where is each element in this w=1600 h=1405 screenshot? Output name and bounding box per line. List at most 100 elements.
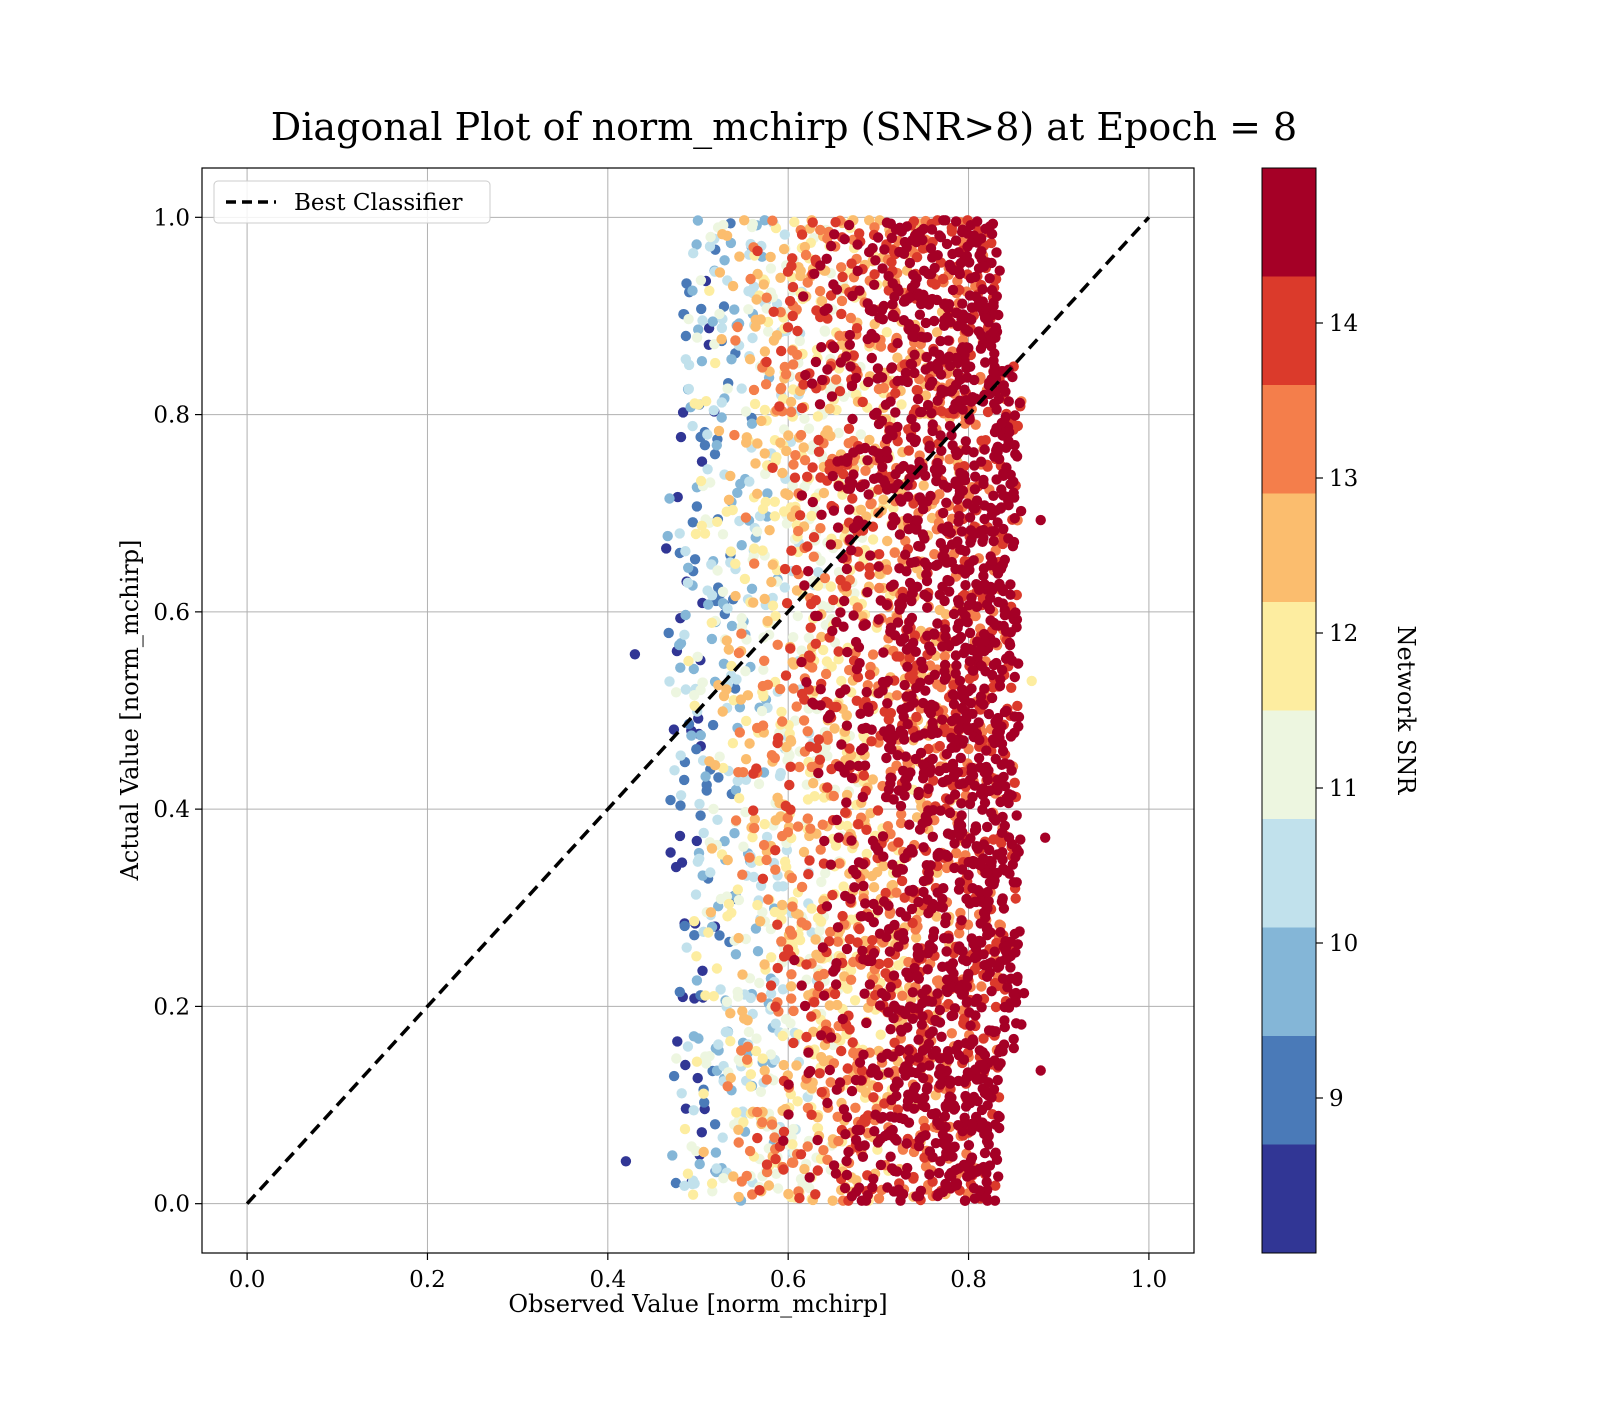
scatter-point <box>770 1018 781 1029</box>
scatter-point <box>739 215 750 226</box>
scatter-point <box>881 433 893 445</box>
scatter-point <box>998 470 1009 481</box>
scatter-point <box>858 1049 869 1060</box>
scatter-point <box>1013 658 1024 669</box>
scatter-point <box>961 955 972 967</box>
scatter-point <box>830 374 842 385</box>
scatter-point <box>953 1120 964 1131</box>
scatter-point <box>688 248 699 259</box>
scatter-point <box>853 819 864 830</box>
scatter-point <box>996 827 1008 838</box>
scatter-point <box>841 720 853 731</box>
scatter-point <box>969 484 981 495</box>
scatter-point <box>859 1140 870 1151</box>
scatter-point <box>935 430 946 441</box>
scatter-point <box>717 586 729 597</box>
scatter-point <box>777 716 788 727</box>
scatter-point <box>956 526 968 537</box>
scatter-point <box>769 496 780 507</box>
scatter-point <box>792 325 803 337</box>
scatter-point <box>854 285 865 296</box>
scatter-point <box>950 235 962 246</box>
scatter-point <box>818 990 830 1001</box>
scatter-point <box>757 1053 768 1064</box>
scatter-point <box>730 949 742 960</box>
scatter-point <box>1015 505 1027 517</box>
scatter-point <box>952 622 963 634</box>
scatter-point <box>918 842 929 853</box>
scatter-point <box>984 604 996 615</box>
scatter-point <box>795 1149 807 1160</box>
scatter-point <box>839 1182 851 1194</box>
scatter-point <box>957 298 968 309</box>
scatter-point <box>896 809 907 820</box>
scatter-point <box>675 431 687 443</box>
scatter-point <box>833 832 844 843</box>
scatter-point <box>733 932 744 944</box>
scatter-point <box>935 805 946 816</box>
scatter-point <box>1040 832 1051 843</box>
scatter-point <box>706 1178 718 1189</box>
scatter-point <box>697 677 708 688</box>
scatter-point <box>904 1054 916 1065</box>
scatter-point <box>943 1096 954 1108</box>
scatter-point <box>882 1048 893 1060</box>
scatter-point <box>922 399 934 411</box>
scatter-point <box>765 980 777 991</box>
scatter-point <box>881 446 892 457</box>
y-tick-label: 0.4 <box>153 797 190 823</box>
scatter-point <box>911 1191 922 1202</box>
scatter-point <box>894 1045 905 1057</box>
scatter-point <box>704 241 716 252</box>
scatter-point <box>798 715 810 726</box>
scatter-point <box>688 663 699 675</box>
scatter-point <box>902 771 914 783</box>
scatter-point <box>818 1056 829 1067</box>
scatter-point <box>919 728 930 739</box>
scatter-point <box>761 1074 772 1085</box>
scatter-point <box>903 1045 914 1056</box>
scatter-point <box>680 1103 692 1114</box>
scatter-point <box>781 445 792 457</box>
scatter-point <box>1005 589 1016 600</box>
scatter-point <box>814 754 826 765</box>
scatter-point <box>868 948 880 959</box>
scatter-point <box>711 963 723 974</box>
scatter-point <box>782 812 793 824</box>
scatter-point <box>808 551 819 562</box>
scatter-point <box>979 444 990 455</box>
scatter-point <box>845 361 856 372</box>
scatter-point <box>852 239 863 250</box>
scatter-point <box>867 935 878 946</box>
scatter-point <box>722 383 733 394</box>
scatter-point <box>859 479 870 490</box>
scatter-point <box>973 752 985 764</box>
scatter-point <box>915 406 926 418</box>
scatter-point <box>825 539 837 550</box>
scatter-point <box>805 622 816 633</box>
scatter-point <box>786 1157 798 1168</box>
scatter-point <box>948 608 960 620</box>
scatter-point <box>695 810 706 821</box>
scatter-point <box>990 1180 1001 1191</box>
scatter-point <box>750 1045 762 1057</box>
scatter-point <box>725 546 737 557</box>
scatter-point <box>850 1102 861 1114</box>
scatter-point <box>710 357 721 369</box>
scatter-point <box>830 217 841 228</box>
scatter-point <box>956 798 967 809</box>
scatter-point <box>970 271 981 283</box>
scatter-point <box>949 1141 960 1152</box>
scatter-point <box>822 303 833 314</box>
scatter-point <box>745 1069 757 1080</box>
scatter-point <box>717 1132 728 1143</box>
scatter-point <box>761 854 772 866</box>
scatter-point <box>839 234 850 245</box>
scatter-point <box>838 1104 850 1115</box>
scatter-point <box>950 650 962 661</box>
scatter-point <box>865 499 876 510</box>
scatter-point <box>813 971 824 982</box>
scatter-point <box>695 475 707 487</box>
scatter-point <box>927 1026 938 1037</box>
scatter-point <box>900 1008 911 1020</box>
